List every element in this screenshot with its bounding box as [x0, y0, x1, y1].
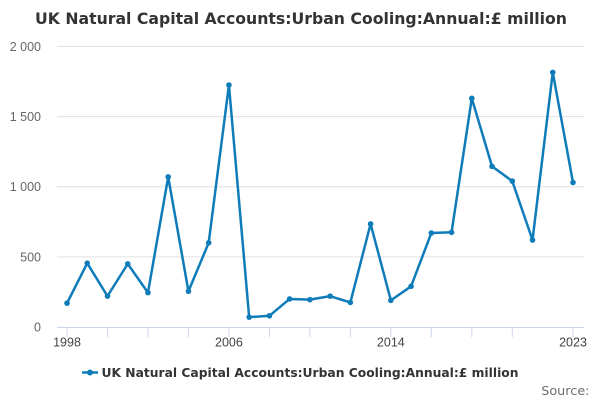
data-point [367, 221, 374, 227]
data-point [388, 297, 394, 304]
data-point [549, 69, 556, 76]
data-point [104, 293, 111, 299]
source-credit: Source: [541, 384, 590, 399]
data-point [327, 293, 333, 299]
data-point [469, 95, 475, 102]
legend[interactable]: UK Natural Capital Accounts:Urban Coolin… [0, 364, 600, 382]
legend-label: UK Natural Capital Accounts:Urban Coolin… [101, 365, 519, 380]
data-point [408, 283, 414, 290]
data-point [205, 240, 212, 246]
y-axis-label: 1 500 [10, 110, 41, 124]
data-point [124, 261, 131, 267]
x-axis-label: 2014 [377, 336, 405, 350]
legend-line-marker-icon [81, 369, 98, 376]
data-point [347, 299, 354, 306]
data-point [226, 82, 232, 88]
data-point [64, 300, 70, 306]
data-point [489, 163, 495, 170]
x-axis-label: 2023 [559, 336, 587, 350]
data-point [84, 260, 91, 266]
data-point [570, 179, 576, 186]
y-axis-label: 0 [34, 320, 41, 334]
data-point [448, 229, 455, 236]
data-line [65, 71, 575, 319]
chart-title: UK Natural Capital Accounts:Urban Coolin… [35, 8, 567, 28]
data-point [509, 178, 516, 184]
y-axis-label: 2 000 [10, 40, 41, 54]
x-axis-label: 2006 [215, 336, 243, 350]
data-point [165, 174, 171, 180]
data-point [266, 312, 273, 319]
y-axis-label: 1 000 [10, 180, 41, 194]
data-point [529, 237, 536, 243]
data-point [246, 314, 252, 320]
data-point [145, 289, 151, 296]
data-point [185, 288, 192, 295]
x-axis-label: 1998 [53, 336, 81, 350]
data-point [286, 296, 293, 302]
data-point [307, 296, 313, 303]
y-axis-label: 500 [20, 250, 41, 264]
data-point [428, 230, 435, 236]
